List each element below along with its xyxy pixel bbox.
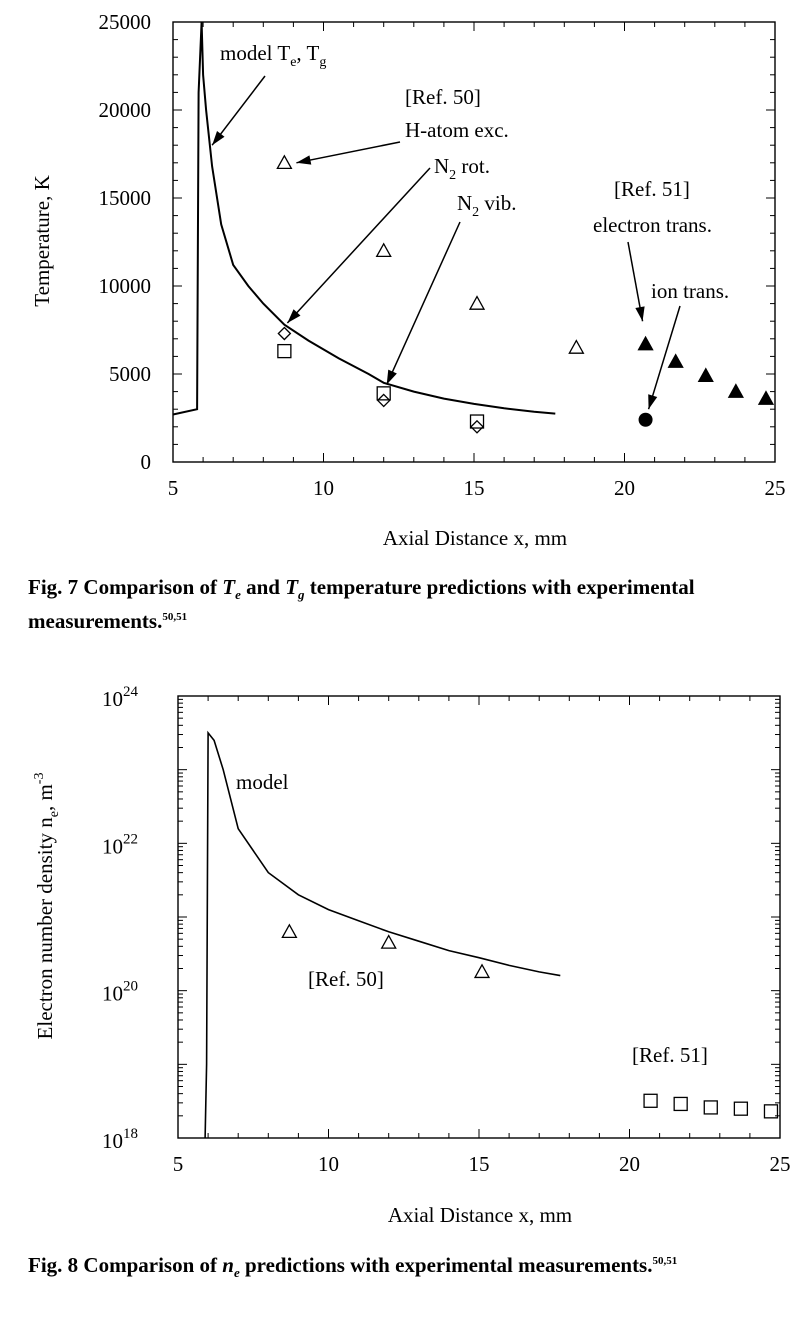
- data-point: [281, 923, 298, 939]
- y-tick-label: 1024: [102, 684, 139, 711]
- chart1-x-axis-label: Axial Distance x, mm: [383, 526, 567, 550]
- annotation-arrow: [286, 167, 431, 324]
- y-tick-label: 1018: [102, 1126, 138, 1153]
- y-tick-label: 10000: [99, 274, 152, 298]
- x-tick-label: 10: [313, 476, 334, 500]
- arrow-head: [648, 394, 658, 410]
- annotation-ref50: [Ref. 50]: [405, 85, 481, 109]
- annotation-arrow: [296, 141, 401, 164]
- x-tick-label: 15: [469, 1152, 490, 1176]
- arrow-head: [212, 131, 225, 146]
- x-tick-label: 20: [614, 476, 635, 500]
- x-tick-label: 5: [173, 1152, 184, 1176]
- data-point: [376, 386, 391, 401]
- x-tick-label: 5: [168, 476, 179, 500]
- x-tick-label: 10: [318, 1152, 339, 1176]
- data-point: [667, 353, 684, 368]
- chart1-series: [172, 21, 775, 434]
- data-point: [673, 1096, 688, 1112]
- y-tick-label: 0: [141, 450, 152, 474]
- data-point: [757, 390, 775, 405]
- chart1-axes: [172, 21, 776, 463]
- arrow-head: [635, 306, 645, 322]
- model-curve: [172, 21, 556, 416]
- data-point: [733, 1101, 749, 1116]
- data-point: [637, 335, 654, 351]
- data-point: [468, 295, 486, 310]
- chart2-axes: [177, 695, 781, 1139]
- annotation-ion-trans: ion trans.: [651, 279, 729, 303]
- data-point: [277, 343, 292, 359]
- annotation-arrow: [211, 75, 266, 146]
- data-point: [380, 934, 397, 949]
- arrow-head: [287, 309, 301, 323]
- x-tick-label: 15: [464, 476, 485, 500]
- data-point: [375, 242, 392, 258]
- annotation-electron-trans: electron trans.: [593, 213, 712, 237]
- annotation-h-atom-exc: H-atom exc.: [405, 118, 509, 142]
- temperature-chart: 5 10 15 20 25 0 5000 10000 15000 20000 25000 Axial…: [30, 10, 786, 550]
- x-tick-label: 20: [619, 1152, 640, 1176]
- model-curve: [204, 730, 561, 1139]
- data-point: [469, 414, 485, 429]
- data-point: [697, 367, 714, 383]
- annotation-model-te-tg: model Te, Tg: [220, 41, 326, 70]
- annotation-arrow: [386, 221, 461, 385]
- y-tick-label: 25000: [99, 10, 152, 34]
- arrow-head: [296, 155, 312, 165]
- data-point: [638, 412, 653, 427]
- annotation-n2-rot: N2 rot.: [434, 154, 490, 183]
- data-point: [473, 963, 491, 979]
- annotation-ref50: [Ref. 50]: [308, 967, 384, 991]
- chart2-tick-labels: 5 10 15 20 25 1024 1022 1020 1018: [102, 684, 791, 1176]
- y-tick-label: 1020: [102, 979, 138, 1006]
- data-point: [277, 326, 292, 341]
- data-point: [276, 154, 293, 170]
- data-point: [376, 393, 391, 408]
- y-tick-label: 20000: [99, 98, 152, 122]
- y-tick-label: 15000: [99, 186, 152, 210]
- annotation-arrow: [647, 305, 681, 410]
- data-point: [568, 339, 585, 354]
- annotation-ref51: [Ref. 51]: [632, 1043, 708, 1067]
- data-point: [703, 1100, 718, 1115]
- x-tick-label: 25: [770, 1152, 791, 1176]
- annotation-ref51: [Ref. 51]: [614, 177, 690, 201]
- chart2-series: [204, 730, 779, 1139]
- annotation-n2-vib: N2 vib.: [457, 191, 517, 220]
- chart1-y-axis-label: Temperature, K: [30, 175, 54, 306]
- annotation-model: model: [236, 770, 289, 794]
- y-tick-label: 5000: [109, 362, 151, 386]
- chart2-x-axis-label: Axial Distance x, mm: [388, 1203, 572, 1227]
- chart1-arrows: [211, 75, 681, 410]
- chart2-y-axis-label: Electron number density ne, m-3: [32, 773, 62, 1040]
- x-tick-label: 25: [765, 476, 786, 500]
- y-tick-label: 1022: [102, 831, 138, 858]
- data-point: [763, 1104, 779, 1119]
- figure7-caption: Fig. 7 Comparison of Te and Tg temperatu…: [28, 575, 695, 634]
- data-point: [727, 383, 744, 398]
- plot-frame: [177, 695, 781, 1139]
- arrow-head: [386, 369, 397, 385]
- chart1-tick-labels: 5 10 15 20 25 0 5000 10000 15000 20000 25000: [99, 10, 786, 500]
- figure8-caption: Fig. 8 Comparison of ne predictions with…: [28, 1253, 678, 1281]
- data-point: [470, 419, 484, 434]
- data-point: [643, 1093, 658, 1108]
- electron-density-chart: 5 10 15 20 25 1024 1022 1020 1018 Axial Distance…: [32, 684, 791, 1227]
